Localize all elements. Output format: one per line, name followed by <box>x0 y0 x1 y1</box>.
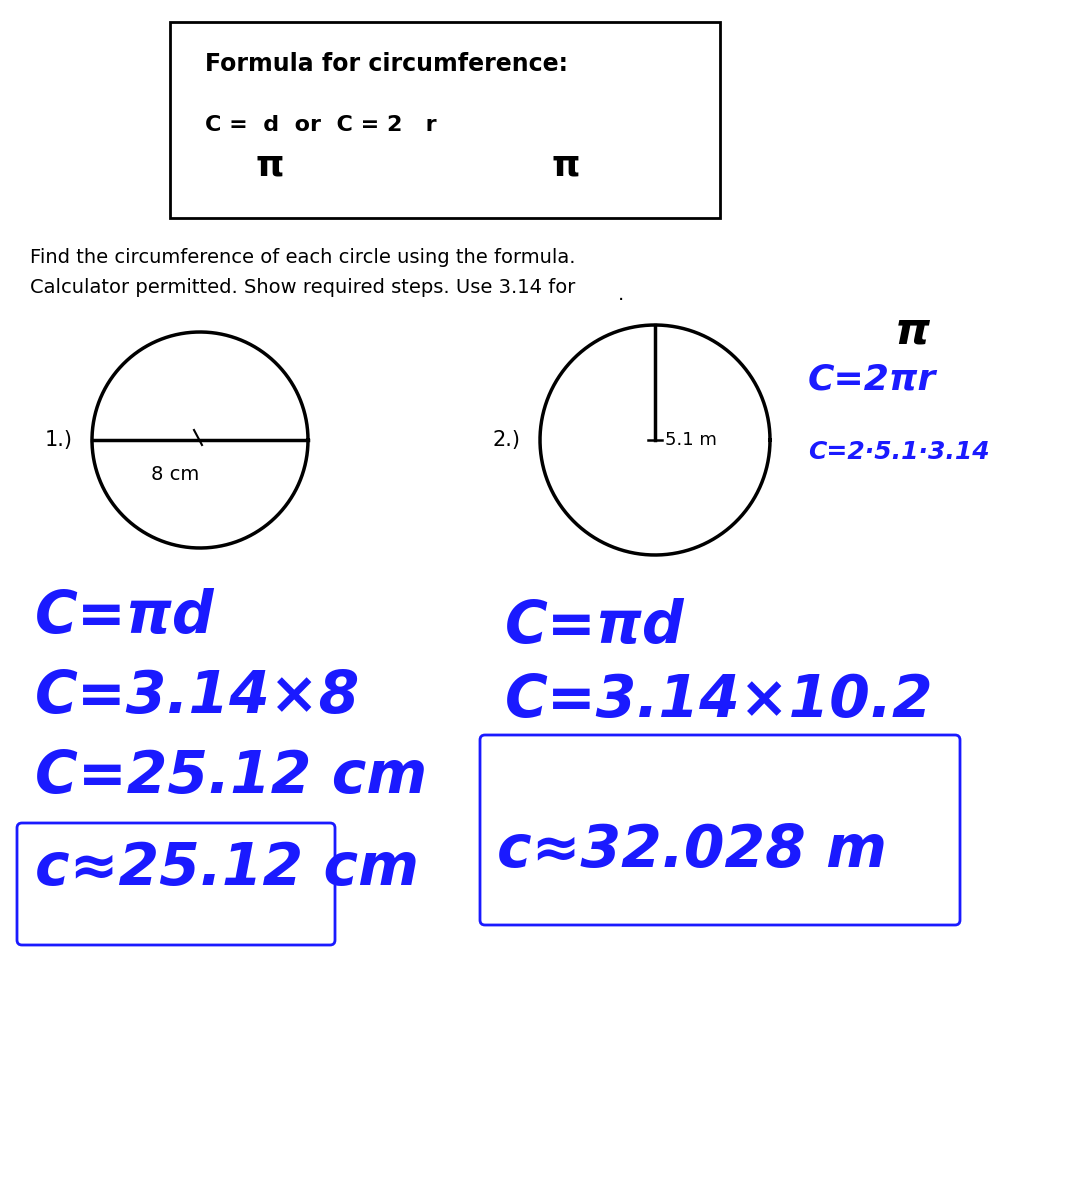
Bar <box>169 23 720 218</box>
Text: π: π <box>552 147 580 182</box>
Text: 8 cm: 8 cm <box>151 465 199 484</box>
Text: C=2·5.1·3.14: C=2·5.1·3.14 <box>808 440 989 464</box>
Text: Calculator permitted. Show required steps. Use 3.14 for: Calculator permitted. Show required step… <box>30 278 576 297</box>
Text: .: . <box>618 285 625 304</box>
Text: C=2πr: C=2πr <box>808 361 936 396</box>
Text: Formula for circumference:: Formula for circumference: <box>205 52 568 76</box>
Text: C=3.14×10.2: C=3.14×10.2 <box>505 672 934 729</box>
Text: c≈32.028 m: c≈32.028 m <box>497 822 887 879</box>
Text: C=πd: C=πd <box>35 589 214 644</box>
Text: c≈25.12 cm: c≈25.12 cm <box>35 839 419 897</box>
FancyBboxPatch shape <box>17 823 335 945</box>
Text: π: π <box>256 147 285 182</box>
FancyBboxPatch shape <box>480 735 960 925</box>
Text: π: π <box>894 310 930 353</box>
Text: C=3.14×8: C=3.14×8 <box>35 668 360 725</box>
Text: 2.): 2.) <box>492 430 521 449</box>
Text: Find the circumference of each circle using the formula.: Find the circumference of each circle us… <box>30 249 576 268</box>
Text: C=πd: C=πd <box>505 598 684 655</box>
Text: 5.1 m: 5.1 m <box>665 430 716 449</box>
Text: 1.): 1.) <box>45 430 72 449</box>
Text: C=25.12 cm: C=25.12 cm <box>35 748 427 805</box>
Text: C =  d  or  C = 2   r: C = d or C = 2 r <box>205 115 437 136</box>
